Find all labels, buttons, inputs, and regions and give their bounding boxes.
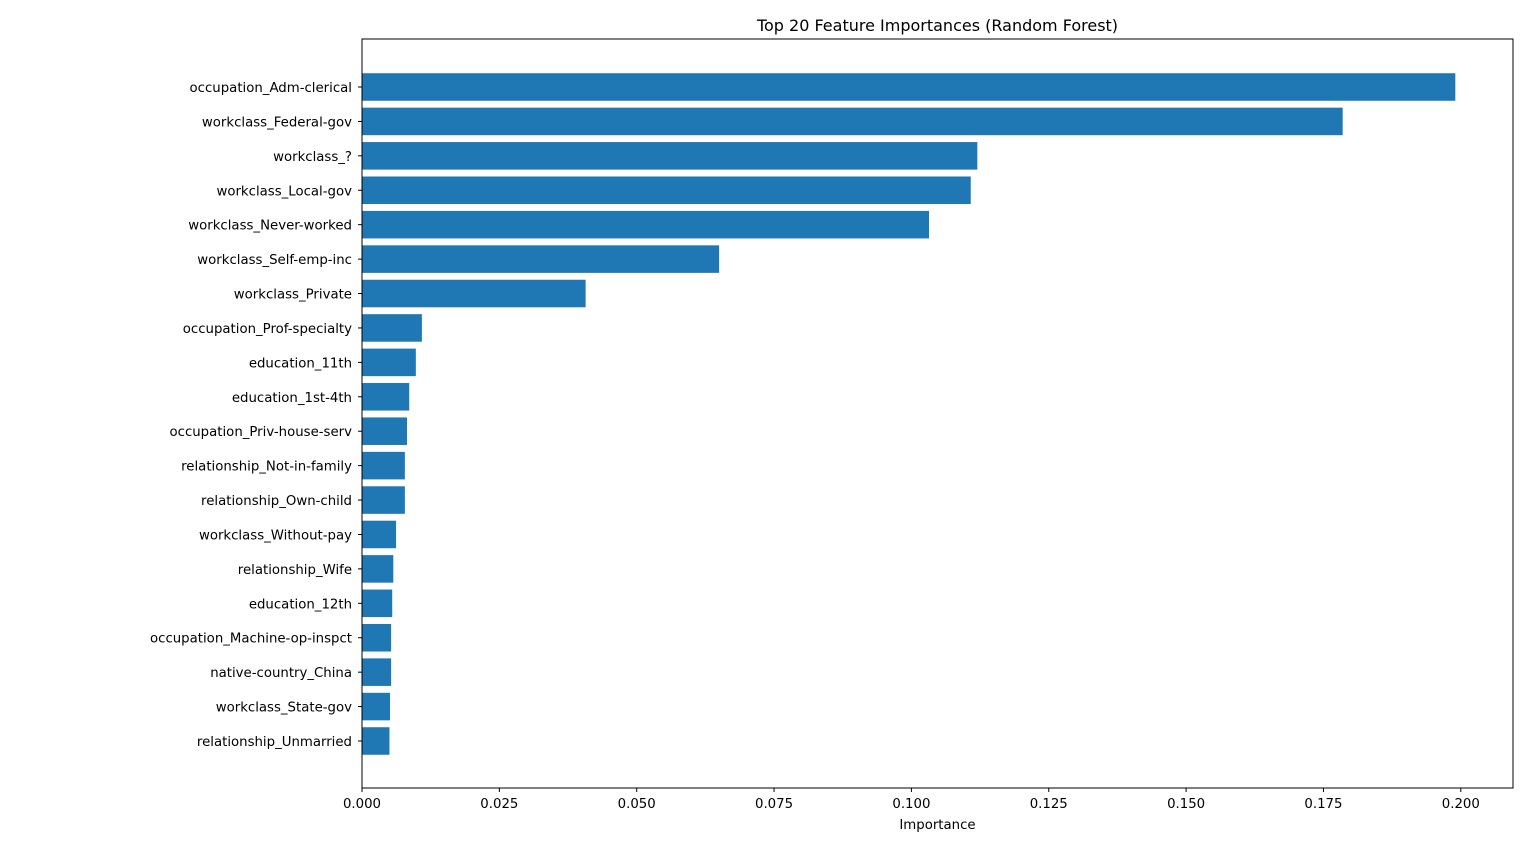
bar-15: [362, 589, 393, 618]
y-tick-label: workclass_Without-pay: [199, 528, 352, 543]
bar-12: [362, 486, 405, 514]
y-tick-label: native-country_China: [210, 666, 352, 681]
x-tick-label: 0.150: [1167, 797, 1205, 812]
y-tick-label: occupation_Adm-clerical: [190, 81, 352, 96]
y-tick-label: education_11th: [249, 356, 352, 371]
plot-frame: [361, 38, 1514, 789]
y-tick-label: workclass_?: [273, 150, 352, 165]
x-axis-label: Importance: [899, 818, 975, 833]
bar-13: [362, 520, 397, 549]
bars-group: [362, 73, 1456, 755]
y-tick-label: workclass_Local-gov: [216, 184, 352, 199]
bar-16: [362, 623, 392, 652]
bar-14: [362, 555, 394, 583]
y-tick-label: occupation_Priv-house-serv: [170, 425, 353, 440]
bar-11: [362, 451, 405, 480]
chart-title: Top 20 Feature Importances (Random Fores…: [756, 16, 1118, 35]
y-tick-label: relationship_Not-in-family: [181, 460, 352, 475]
x-tick-label: 0.200: [1442, 797, 1480, 812]
bar-7: [362, 314, 422, 342]
x-tick-label: 0.050: [618, 797, 656, 812]
x-ticks: 0.000 0.025 0.050 0.075 0.100 0.125 0.150 0.175…: [343, 788, 1480, 812]
y-tick-label: occupation_Machine-op-inspct: [150, 632, 352, 647]
x-tick-label: 0.000: [343, 797, 381, 812]
bar-19: [362, 727, 390, 755]
y-tick-label: workclass_State-gov: [216, 701, 352, 716]
x-tick-label: 0.125: [1030, 797, 1068, 812]
y-tick-labels: occupation_Adm-clerical workclass_Federal…: [150, 81, 362, 750]
y-tick-label: workclass_Federal-gov: [202, 115, 352, 130]
bar-4: [362, 210, 929, 239]
x-tick-label: 0.025: [480, 797, 518, 812]
bar-18: [362, 692, 391, 721]
y-tick-label: relationship_Unmarried: [197, 735, 352, 750]
x-tick-label: 0.100: [892, 797, 930, 812]
bar-17: [362, 658, 392, 686]
bar-0: [362, 73, 1456, 101]
bar-1: [362, 107, 1343, 136]
bar-9: [362, 383, 410, 411]
bar-6: [362, 279, 586, 308]
x-tick-label: 0.075: [755, 797, 793, 812]
y-tick-label: workclass_Never-worked: [188, 219, 352, 234]
bar-2: [362, 142, 978, 170]
bar-8: [362, 348, 416, 377]
y-tick-label: occupation_Prof-specialty: [183, 322, 352, 337]
y-tick-label: workclass_Self-emp-inc: [197, 253, 352, 268]
bar-3: [362, 176, 971, 205]
y-tick-label: relationship_Wife: [238, 563, 352, 578]
y-tick-label: relationship_Own-child: [201, 494, 352, 509]
bar-5: [362, 245, 720, 273]
y-tick-label: workclass_Private: [234, 288, 352, 303]
y-tick-label: education_12th: [249, 597, 352, 612]
y-tick-label: education_1st-4th: [232, 391, 352, 406]
bar-10: [362, 417, 408, 445]
x-tick-label: 0.175: [1304, 797, 1342, 812]
